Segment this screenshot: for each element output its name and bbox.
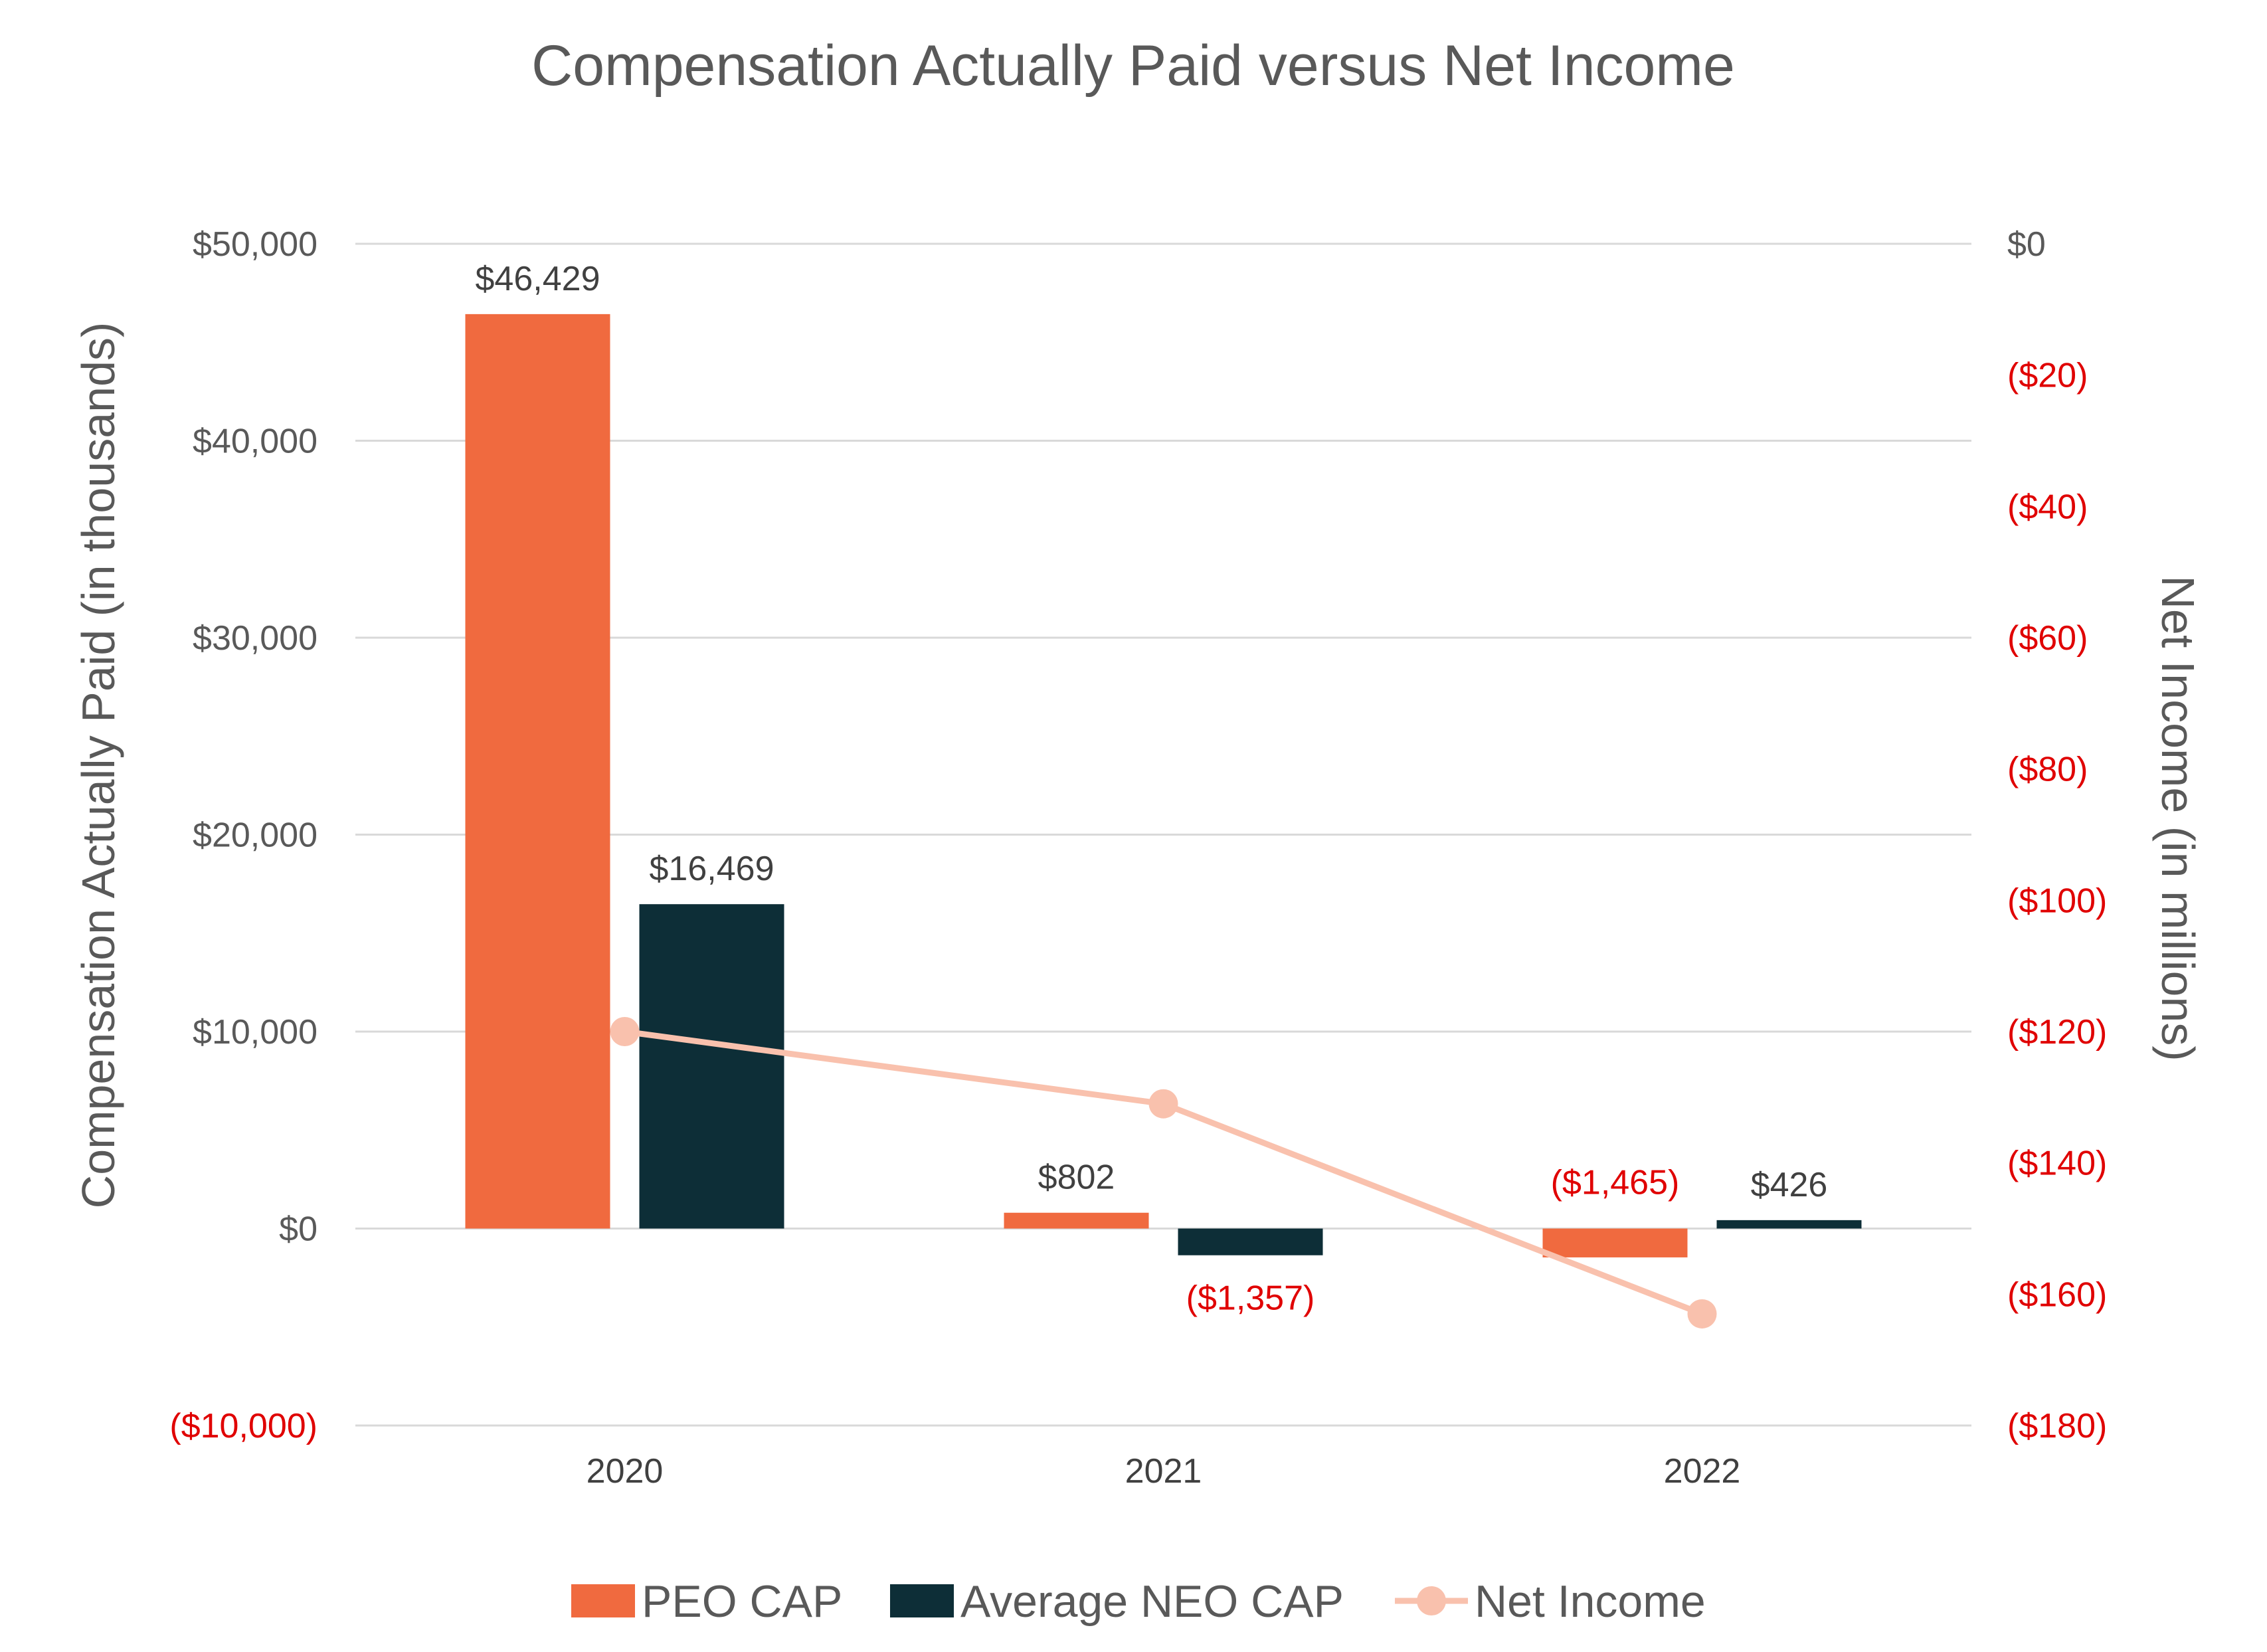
x-axis-ticks: 2020 2021 2022 xyxy=(587,1452,1741,1491)
legend-label: Net Income xyxy=(1475,1576,1706,1627)
right-axis-ticks: $0 ($20) ($40) ($60) ($80) ($100) ($120) ($140)… xyxy=(2007,225,2107,1445)
peo-cap-legend-swatch xyxy=(571,1584,635,1617)
left-tick-label: $40,000 xyxy=(193,422,317,461)
left-tick-label: $20,000 xyxy=(193,816,317,855)
right-tick-label: ($40) xyxy=(2007,488,2088,526)
net-income-point xyxy=(1687,1299,1717,1329)
right-tick-label: ($140) xyxy=(2007,1145,2107,1183)
right-tick-label: ($60) xyxy=(2007,619,2088,658)
right-tick-label: ($80) xyxy=(2007,751,2088,789)
legend: PEO CAP Average NEO CAP Net Income xyxy=(571,1576,1706,1627)
average-neo-cap-bar xyxy=(1178,1228,1323,1255)
right-tick-label: ($160) xyxy=(2007,1275,2107,1314)
legend-label: Average NEO CAP xyxy=(960,1576,1344,1627)
average-neo-cap-bar xyxy=(1716,1220,1862,1229)
average-neo-cap-legend-swatch xyxy=(890,1584,954,1617)
right-tick-label: ($20) xyxy=(2007,357,2088,395)
left-tick-label: ($10,000) xyxy=(169,1407,317,1445)
peo-cap-bar xyxy=(1004,1212,1149,1229)
peo-cap-bar xyxy=(465,314,610,1229)
x-tick-label: 2020 xyxy=(587,1452,664,1491)
average-neo-cap-data-label: ($1,357) xyxy=(1186,1279,1315,1318)
right-tick-label: ($100) xyxy=(2007,881,2107,920)
peo-cap-data-label: $46,429 xyxy=(476,260,600,298)
peo-cap-data-label: $802 xyxy=(1038,1158,1115,1197)
right-tick-label: ($120) xyxy=(2007,1013,2107,1052)
left-tick-label: $0 xyxy=(279,1210,317,1249)
peo-cap-bar xyxy=(1542,1228,1688,1257)
right-tick-label: $0 xyxy=(2007,225,2046,264)
average-neo-cap-data-label: $16,469 xyxy=(650,850,774,888)
net-income-path xyxy=(624,1028,1704,1317)
chart-title: Compensation Actually Paid versus Net In… xyxy=(531,34,1735,98)
average-neo-cap-bar xyxy=(639,904,784,1229)
left-tick-label: $30,000 xyxy=(193,619,317,658)
right-tick-label: ($180) xyxy=(2007,1407,2107,1445)
left-axis-title: Compensation Actually Paid (in thousands… xyxy=(72,322,124,1209)
net-income-point xyxy=(610,1017,640,1046)
left-axis-ticks: ($10,000) $0 $10,000 $20,000 $30,000 $40,000 $… xyxy=(169,225,317,1445)
bars xyxy=(465,314,1862,1257)
net-income-point xyxy=(1148,1089,1178,1119)
x-tick-label: 2022 xyxy=(1664,1452,1741,1491)
legend-label: PEO CAP xyxy=(642,1576,842,1627)
left-tick-label: $10,000 xyxy=(193,1013,317,1052)
x-tick-label: 2021 xyxy=(1125,1452,1202,1491)
net-income-line xyxy=(610,1017,1717,1329)
right-axis-title: Net Income (in millions) xyxy=(2152,575,2204,1061)
net-income-legend-marker xyxy=(1417,1586,1446,1615)
left-tick-label: $50,000 xyxy=(193,225,317,264)
data-labels: $46,429 $802 ($1,465) $16,469 ($1,357) $426 xyxy=(476,260,1828,1318)
peo-cap-data-label: ($1,465) xyxy=(1551,1164,1680,1202)
average-neo-cap-data-label: $426 xyxy=(1751,1166,1828,1204)
